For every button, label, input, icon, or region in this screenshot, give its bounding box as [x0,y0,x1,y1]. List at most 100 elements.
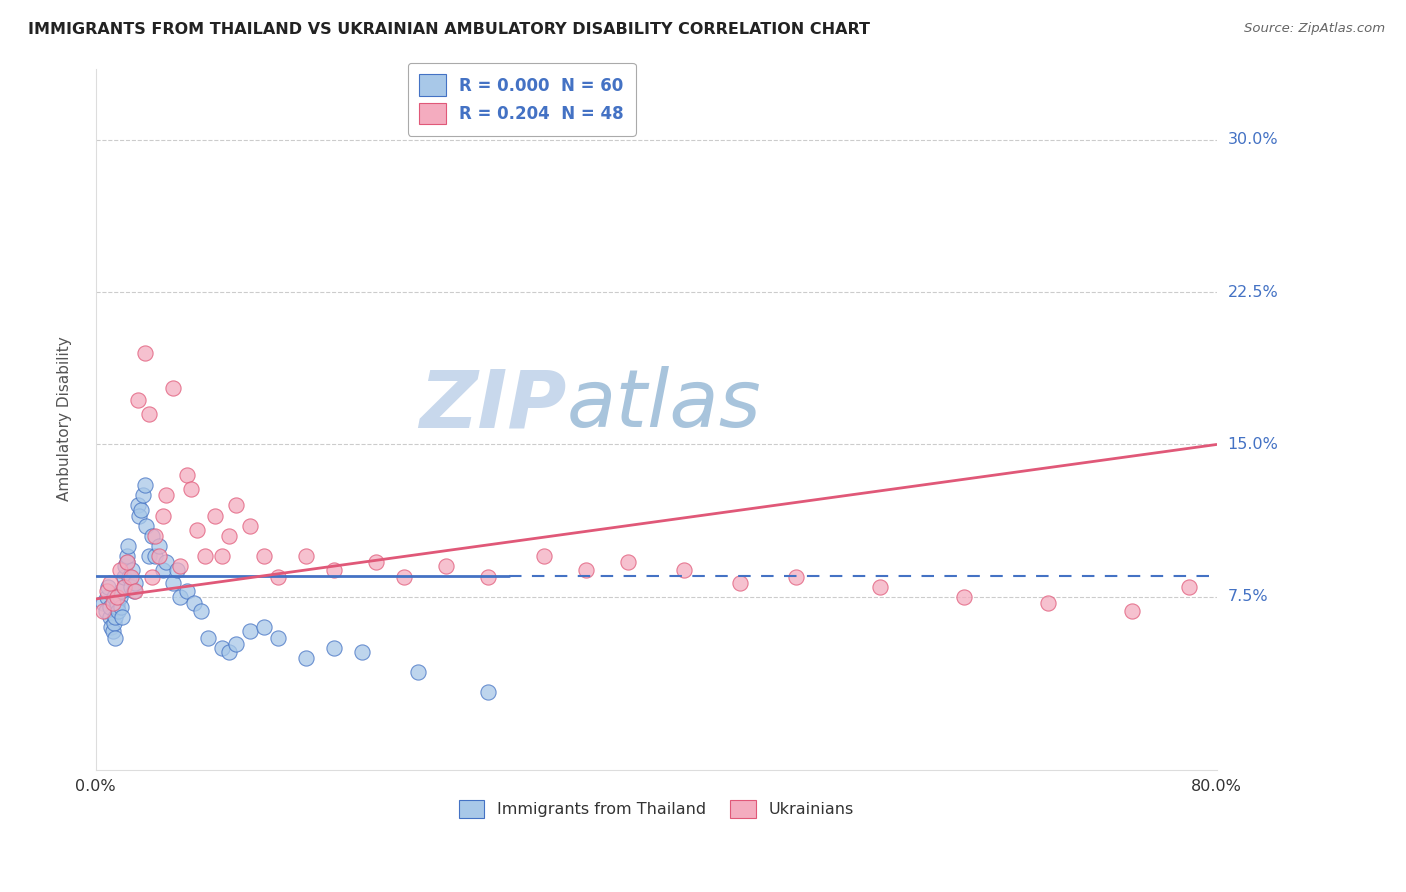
Point [477,685,499,699]
Point [98,600,121,615]
Point [267,631,290,645]
Point [96,583,118,598]
Point [180,482,202,496]
Point [143,529,166,543]
Point [143,549,166,564]
Point [97,580,120,594]
Point [111,610,134,624]
Point [103,590,125,604]
Point [785,569,807,583]
Point [155,488,177,502]
Point [295,549,318,564]
Point [953,590,976,604]
Point [148,539,170,553]
Point [194,549,217,564]
Point [575,564,598,578]
Point [112,580,135,594]
Point [152,508,174,523]
Legend: Immigrants from Thailand, Ukrainians: Immigrants from Thailand, Ukrainians [453,794,860,825]
Point [162,575,184,590]
Point [1038,596,1060,610]
Text: 7.5%: 7.5% [1227,590,1268,605]
Point [267,569,290,583]
Point [225,499,247,513]
Point [350,645,373,659]
Text: ZIP: ZIP [419,366,567,444]
Point [103,616,125,631]
Point [1177,580,1199,594]
Point [91,596,114,610]
Point [127,499,149,513]
Point [100,620,122,634]
Point [114,559,136,574]
Point [141,569,163,583]
Point [225,637,247,651]
Text: Source: ZipAtlas.com: Source: ZipAtlas.com [1244,22,1385,36]
Point [533,549,555,564]
Point [118,569,141,583]
Point [104,631,127,645]
Point [323,564,346,578]
Point [364,555,387,569]
Point [121,564,143,578]
Point [239,518,262,533]
Point [169,559,191,574]
Point [169,590,191,604]
Text: 30.0%: 30.0% [1227,132,1278,147]
Point [406,665,429,679]
Point [204,508,226,523]
Point [162,381,184,395]
Point [122,583,145,598]
Point [91,604,114,618]
Point [105,596,128,610]
Point [117,539,139,553]
Text: 22.5%: 22.5% [1227,285,1278,300]
Point [138,407,160,421]
Text: IMMIGRANTS FROM THAILAND VS UKRAINIAN AMBULATORY DISABILITY CORRELATION CHART: IMMIGRANTS FROM THAILAND VS UKRAINIAN AM… [28,22,870,37]
Point [186,523,208,537]
Point [211,640,233,655]
Point [166,564,188,578]
Point [120,580,142,594]
Y-axis label: Ambulatory Disability: Ambulatory Disability [58,336,72,501]
Point [124,575,146,590]
Point [120,569,142,583]
Point [148,549,170,564]
Point [94,604,117,618]
Point [115,555,138,569]
Point [218,529,240,543]
Point [105,590,128,604]
Point [115,555,138,569]
Point [253,620,276,634]
Point [108,564,131,578]
Point [323,640,346,655]
Point [183,596,205,610]
Point [128,508,150,523]
Point [129,502,152,516]
Point [135,518,157,533]
Point [1121,604,1143,618]
Point [138,549,160,564]
Point [96,590,118,604]
Point [152,564,174,578]
Point [107,604,129,618]
Point [477,569,499,583]
Point [197,631,219,645]
Point [104,610,127,624]
Text: atlas: atlas [567,366,761,444]
Point [295,651,318,665]
Point [112,580,135,594]
Point [134,478,156,492]
Point [132,488,155,502]
Point [134,346,156,360]
Point [101,596,124,610]
Point [218,645,240,659]
Point [108,590,131,604]
Point [105,600,128,615]
Point [728,575,751,590]
Point [141,529,163,543]
Point [211,549,233,564]
Point [434,559,457,574]
Point [101,624,124,639]
Text: 15.0%: 15.0% [1227,437,1278,452]
